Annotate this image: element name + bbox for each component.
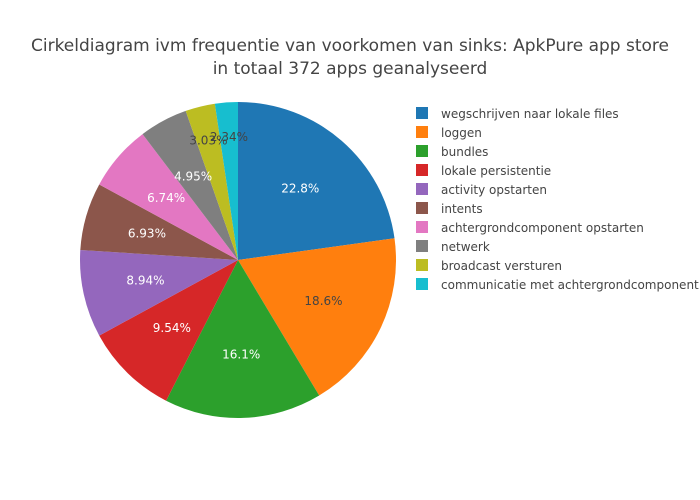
legend-label: bundles bbox=[441, 145, 488, 159]
legend-item-wegschrijven-naar-lokale-files[interactable]: wegschrijven naar lokale files bbox=[416, 107, 619, 121]
pie-slice-lokale-persistentie[interactable] bbox=[99, 260, 238, 401]
legend-label: netwerk bbox=[441, 240, 490, 254]
legend-label: wegschrijven naar lokale files bbox=[441, 107, 619, 121]
legend-item-achtergrondcomponent-opstarten[interactable]: achtergrondcomponent opstarten bbox=[416, 221, 644, 235]
pie-slice-communicatie-met-achtergrondcomponent[interactable] bbox=[214, 102, 238, 260]
legend-item-loggen[interactable]: loggen bbox=[416, 126, 482, 140]
slice-label-intents: 6.93% bbox=[128, 227, 166, 241]
slice-label-wegschrijven-naar-lokale-files: 22.8% bbox=[281, 182, 319, 196]
slice-label-activity-opstarten: 8.94% bbox=[126, 273, 164, 287]
legend-label: achtergrondcomponent opstarten bbox=[441, 221, 644, 235]
legend-label: activity opstarten bbox=[441, 183, 547, 197]
legend-swatch bbox=[416, 221, 428, 233]
slice-label-communicatie-met-achtergrondcomponent: 2.34% bbox=[210, 130, 248, 144]
legend-swatch bbox=[416, 145, 428, 157]
slice-label-loggen: 18.6% bbox=[304, 294, 342, 308]
legend-label: intents bbox=[441, 202, 483, 216]
legend-swatch bbox=[416, 202, 428, 214]
pie-slice-netwerk[interactable] bbox=[142, 110, 238, 260]
slice-label-achtergrondcomponent-opstarten: 6.74% bbox=[147, 191, 185, 205]
legend-swatch bbox=[416, 240, 428, 252]
pie-slice-bundles[interactable] bbox=[166, 260, 320, 419]
legend[interactable]: wegschrijven naar lokale files loggen bund… bbox=[416, 107, 699, 292]
legend-item-bundles[interactable]: bundles bbox=[416, 145, 488, 159]
legend-item-activity-opstarten[interactable]: activity opstarten bbox=[416, 183, 547, 197]
pie-slice-achtergrondcomponent-opstarten[interactable] bbox=[99, 134, 238, 260]
pie-slices bbox=[79, 102, 396, 419]
legend-swatch bbox=[416, 278, 428, 290]
slice-label-bundles: 16.1% bbox=[222, 348, 260, 362]
legend-swatch bbox=[416, 164, 428, 176]
legend-item-communicatie-met-achtergrondcomponent[interactable]: communicatie met achtergrondcomponent bbox=[416, 278, 699, 292]
pie-slice-intents[interactable] bbox=[80, 184, 238, 260]
legend-swatch bbox=[416, 183, 428, 195]
chart-title-line-2: in totaal 372 apps geanalyseerd bbox=[213, 59, 488, 79]
legend-label: loggen bbox=[441, 126, 482, 140]
pie-slice-loggen[interactable] bbox=[238, 238, 396, 396]
legend-item-netwerk[interactable]: netwerk bbox=[416, 240, 490, 254]
pie-slice-wegschrijven-naar-lokale-files[interactable] bbox=[238, 102, 395, 260]
legend-swatch bbox=[416, 259, 428, 271]
chart-title-line-1: Cirkeldiagram ivm frequentie van voorkom… bbox=[31, 36, 669, 56]
slice-label-lokale-persistentie: 9.54% bbox=[153, 321, 191, 335]
pie-slice-labels: 22.8% 18.6% 16.1% 9.54% 8.94% 6.93% 6.74% 4.95%… bbox=[126, 130, 342, 362]
pie-slice-broadcast-versturen[interactable] bbox=[185, 103, 238, 260]
legend-item-broadcast-versturen[interactable]: broadcast versturen bbox=[416, 259, 562, 273]
pie-slice-activity-opstarten[interactable] bbox=[79, 250, 238, 336]
legend-label: communicatie met achtergrondcomponent bbox=[441, 278, 699, 292]
legend-item-lokale-persistentie[interactable]: lokale persistentie bbox=[416, 164, 551, 178]
slice-label-netwerk: 4.95% bbox=[174, 169, 212, 183]
legend-swatch bbox=[416, 126, 428, 138]
legend-label: broadcast versturen bbox=[441, 259, 562, 273]
legend-item-intents[interactable]: intents bbox=[416, 202, 483, 216]
legend-swatch bbox=[416, 107, 428, 119]
legend-label: lokale persistentie bbox=[441, 164, 551, 178]
slice-label-broadcast-versturen: 3.03% bbox=[189, 133, 227, 147]
